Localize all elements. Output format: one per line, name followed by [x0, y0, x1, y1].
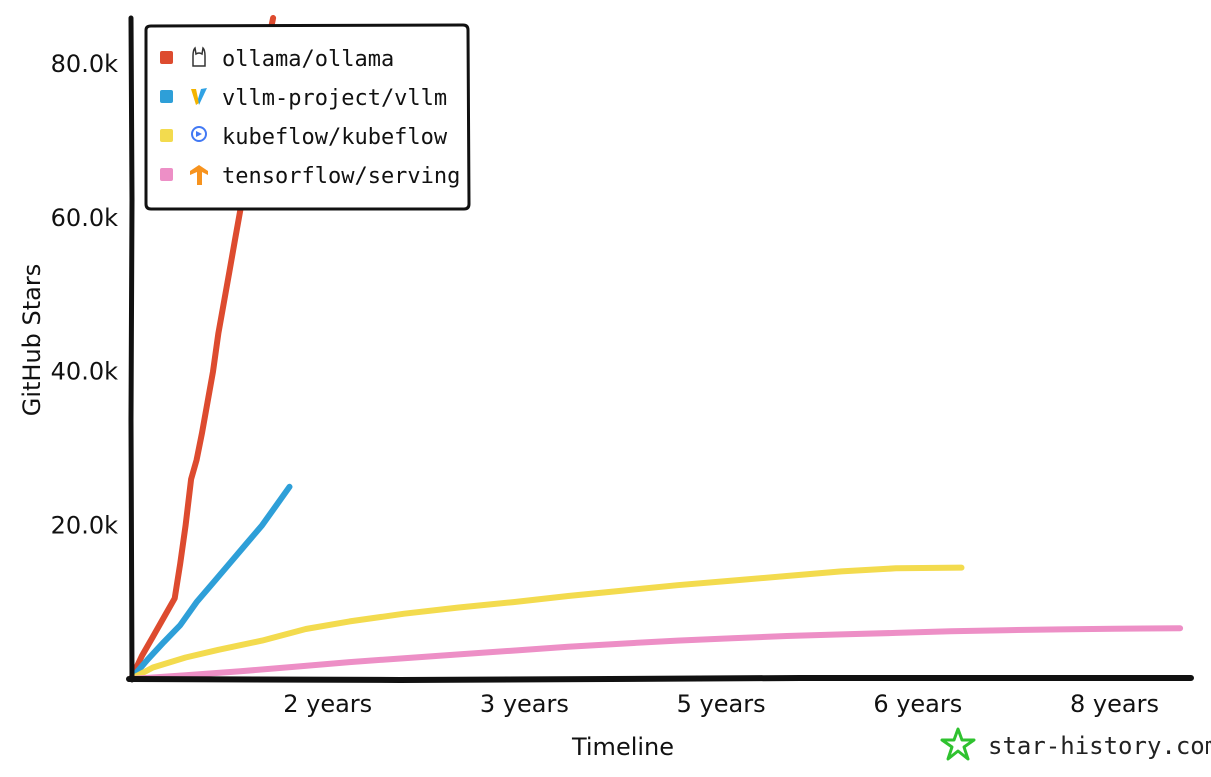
y-tick-labels: 20.0k 40.0k 60.0k 80.0k [51, 50, 118, 539]
legend-item: kubeflow/kubeflow [160, 125, 448, 150]
x-axis-line [126, 675, 1194, 684]
y-axis-label: GitHub Stars [18, 264, 46, 417]
legend-item: tensorflow/serving [160, 164, 460, 189]
series-line-kubeflow [128, 564, 965, 682]
kubeflow-icon [191, 126, 207, 142]
series-line-serving [128, 625, 1184, 682]
x-axis-label: Timeline [571, 733, 674, 761]
legend-box [144, 23, 471, 211]
y-tick-label: 20.0k [51, 511, 118, 539]
legend-swatch [160, 90, 173, 103]
legend-item: vllm-project/vllm [160, 86, 447, 111]
y-tick-label: 80.0k [51, 50, 118, 78]
y-axis-line [128, 15, 135, 683]
y-tick-label: 40.0k [51, 358, 118, 386]
watermark: star-history.com [940, 727, 1211, 761]
star-history-logo-icon [940, 727, 976, 761]
x-tick-labels: 2 years 3 years 5 years 6 years 8 years [283, 690, 1159, 718]
ollama-llama-icon [192, 46, 206, 67]
legend-swatch [160, 168, 173, 181]
tensorflow-icon [190, 165, 208, 185]
x-tick-label: 3 years [480, 690, 569, 718]
legend-swatch [160, 129, 173, 142]
x-tick-label: 5 years [677, 690, 766, 718]
x-tick-label: 2 years [283, 690, 372, 718]
legend-label: tensorflow/serving [222, 164, 460, 189]
legend-items: ollama/ollama vllm-project/vllm kubeflow/k… [160, 46, 460, 189]
x-tick-label: 6 years [873, 690, 962, 718]
legend-label: ollama/ollama [222, 47, 394, 72]
legend-label: kubeflow/kubeflow [222, 125, 448, 150]
x-tick-label: 8 years [1070, 690, 1159, 718]
legend-item: ollama/ollama [160, 46, 394, 72]
vllm-v-icon [191, 88, 207, 105]
y-tick-label: 60.0k [51, 204, 118, 232]
legend-swatch [160, 51, 173, 64]
legend-label: vllm-project/vllm [222, 86, 447, 111]
watermark-text: star-history.com [988, 732, 1211, 760]
series-line-vllm [128, 483, 293, 682]
legend: ollama/ollama vllm-project/vllm kubeflow/k… [144, 23, 471, 211]
